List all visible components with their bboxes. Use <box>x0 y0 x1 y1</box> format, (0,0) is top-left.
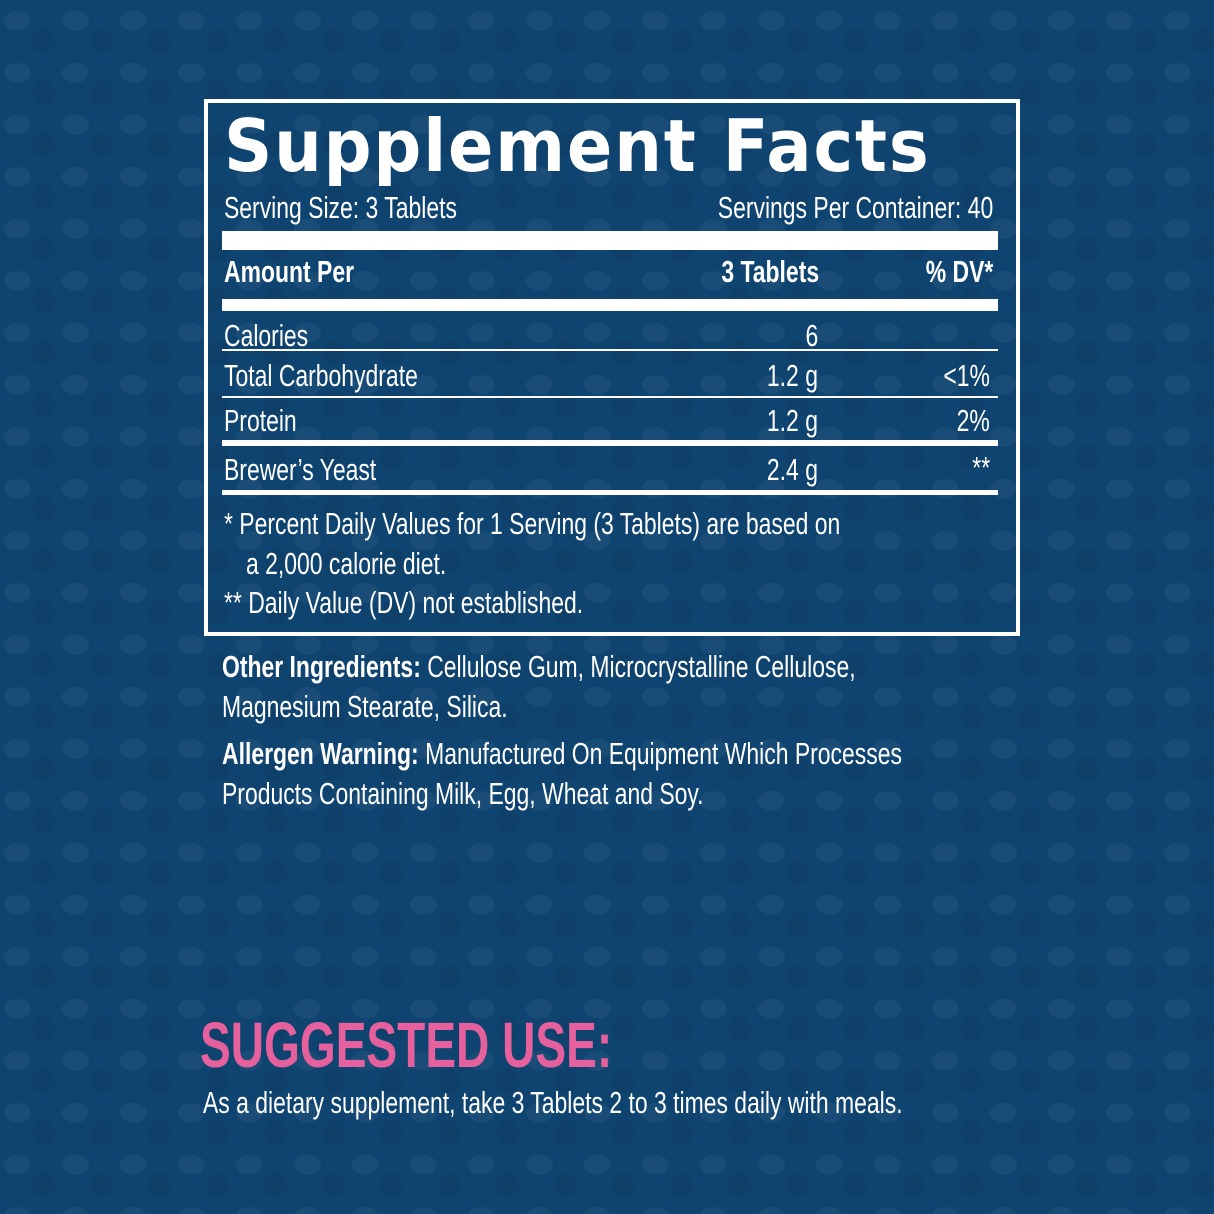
serving-size: Serving Size: 3 Tablets <box>224 190 457 225</box>
other-ingredients: Other Ingredients: Cellulose Gum, Microc… <box>222 649 856 685</box>
row-name: Calories <box>224 318 309 353</box>
allergen-text: Products Containing Milk, Egg, Wheat and… <box>222 776 704 811</box>
other-ingredients-text: Magnesium Stearate, Silica. <box>222 689 508 724</box>
header-serving: 3 Tablets <box>721 254 819 289</box>
divider-thin <box>222 349 998 351</box>
allergen-warning: Allergen Warning: Manufactured On Equipm… <box>222 736 902 772</box>
row-name: Total Carbohydrate <box>224 358 418 393</box>
footnote: ** Daily Value (DV) not established. <box>224 585 584 620</box>
allergen-text: Manufactured On Equipment Which Processe… <box>425 736 902 771</box>
row-dv: 2% <box>956 403 990 438</box>
servings-per-container: Servings Per Container: 40 <box>717 190 993 225</box>
divider-medium <box>222 440 998 446</box>
other-ingredients-text: Cellulose Gum, Microcrystalline Cellulos… <box>427 649 856 684</box>
supplement-facts-panel <box>204 99 1020 636</box>
suggested-use-heading: SUGGESTED USE: <box>200 1009 613 1081</box>
header-amount-per: Amount Per <box>224 254 355 289</box>
suggested-use-text: As a dietary supplement, take 3 Tablets … <box>203 1085 903 1120</box>
row-amount: 1.2 g <box>766 358 818 393</box>
row-dv: ** <box>972 450 990 485</box>
panel-title: Supplement Facts <box>224 104 931 188</box>
row-amount: 1.2 g <box>766 403 818 438</box>
row-dv: <1% <box>943 358 990 393</box>
row-name: Protein <box>224 403 297 438</box>
row-amount: 2.4 g <box>766 452 818 487</box>
divider-thick <box>222 231 998 250</box>
footnote: a 2,000 calorie diet. <box>246 546 447 581</box>
divider-thin <box>222 396 998 398</box>
allergen-label: Allergen Warning: <box>222 736 419 771</box>
footnote: * Percent Daily Values for 1 Serving (3 … <box>224 506 841 541</box>
row-amount: 6 <box>805 318 818 353</box>
other-ingredients-label: Other Ingredients: <box>222 649 421 684</box>
header-dv: % DV* <box>925 254 993 289</box>
divider-medium <box>222 490 998 495</box>
row-name: Brewer’s Yeast <box>224 452 377 487</box>
divider-thick <box>222 299 998 311</box>
